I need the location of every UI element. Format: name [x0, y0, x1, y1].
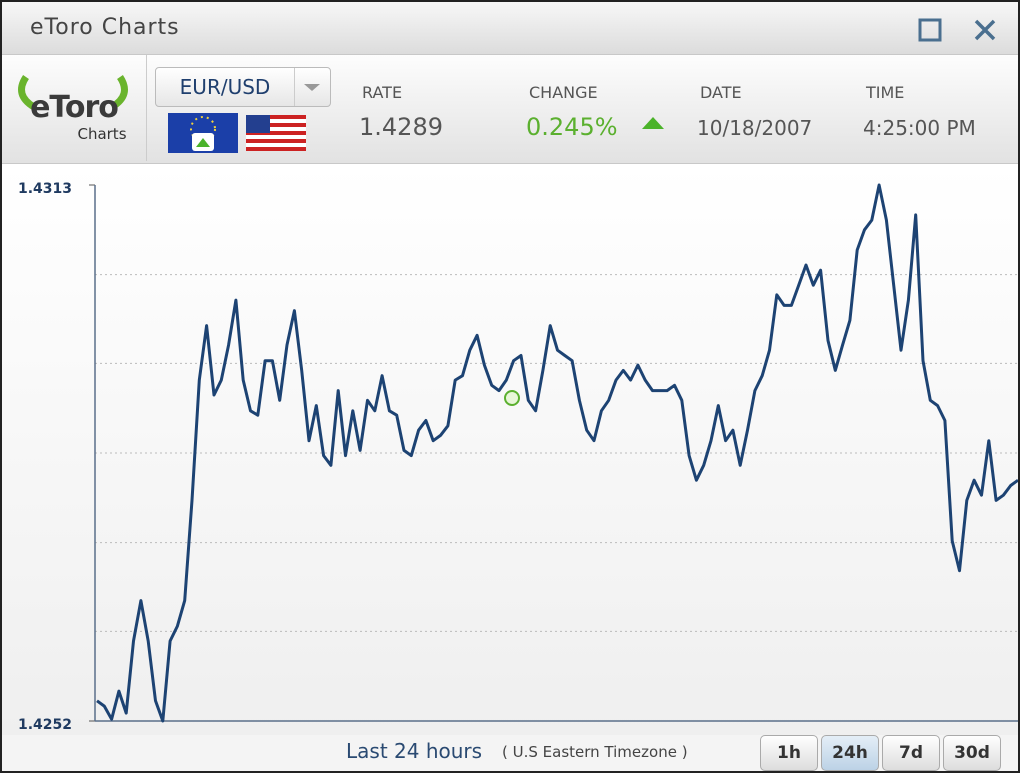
- title-bar: eToro Charts: [2, 2, 1018, 55]
- currency-flags: [168, 113, 306, 153]
- pair: EUR/USD: [179, 75, 271, 99]
- dropdown-arrow: [304, 84, 320, 91]
- pair-select[interactable]: EUR/USD: [155, 67, 331, 107]
- divider: [294, 68, 295, 106]
- chart: 1.4313 1.4252: [2, 164, 1018, 735]
- header: eToro Charts EUR/USD RATE 1.4289 CHANGE 0.2…: [2, 55, 1018, 164]
- field-value: 4:25:00 PM: [863, 116, 976, 140]
- price-line: [96, 183, 1018, 723]
- period-button[interactable]: 7d: [882, 735, 940, 771]
- logo-sub: Charts: [77, 125, 126, 143]
- period-label: Last 24 hours: [346, 739, 483, 763]
- period-button[interactable]: 1h: [760, 735, 818, 771]
- flag-arrow: [196, 138, 210, 147]
- logo: eToro Charts: [18, 75, 128, 143]
- period-button[interactable]: 30d: [943, 735, 1001, 771]
- logo-text: eToro: [30, 90, 118, 125]
- plot-background: [2, 164, 1018, 735]
- field-label: CHANGE: [529, 83, 598, 102]
- maximize-button[interactable]: [918, 18, 942, 42]
- close-button[interactable]: [974, 19, 996, 41]
- window-title: eToro Charts: [30, 15, 180, 40]
- divider: [146, 55, 147, 161]
- logo-horn: [18, 75, 36, 111]
- us-flag[interactable]: [246, 115, 306, 151]
- field-value: 10/18/2007: [697, 116, 813, 140]
- field-label: RATE: [362, 83, 403, 102]
- field-label: DATE: [700, 83, 742, 102]
- field-value: 1.4289: [359, 113, 443, 141]
- y-tick-label: 1.4252: [18, 717, 72, 733]
- logo-horn: [110, 75, 128, 111]
- period-button[interactable]: 24h: [821, 735, 879, 771]
- y-tick-label: 1.4313: [18, 181, 72, 197]
- footer: Last 24 hours ( U.S Eastern Timezone ) 1…: [2, 735, 1018, 771]
- change-up-arrow: [642, 117, 664, 129]
- timezone-label: ( U.S Eastern Timezone ): [502, 743, 688, 761]
- cursor-marker[interactable]: [504, 390, 520, 406]
- field-label: TIME: [866, 83, 905, 102]
- field-value: 0.245%: [526, 113, 618, 141]
- window-controls: [918, 18, 996, 42]
